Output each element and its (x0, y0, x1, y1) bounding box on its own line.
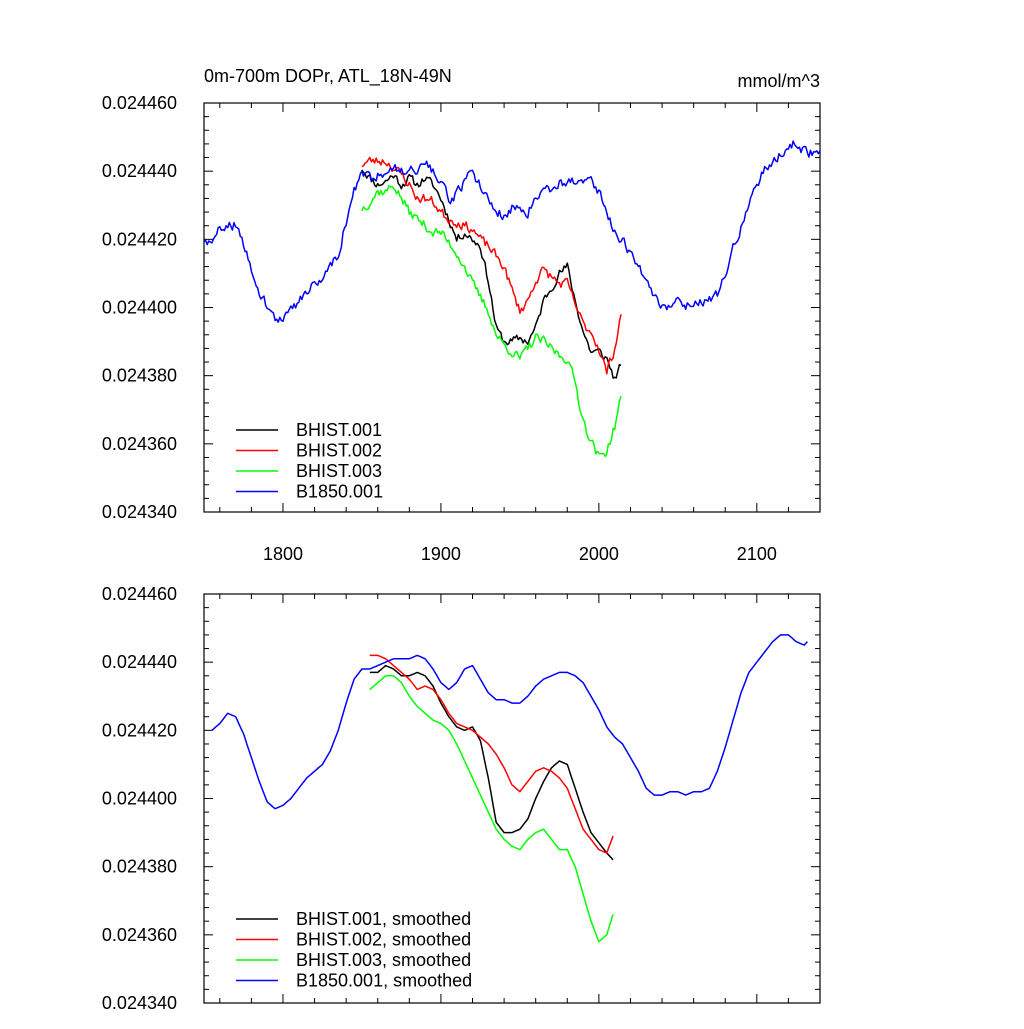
panel-raw: 0m-700m DOPr, ATL_18N-49N mmol/m^3 1800 1… (102, 66, 821, 564)
chart-title: 0m-700m DOPr, ATL_18N-49N (204, 66, 452, 87)
legend-label: BHIST.001 (296, 420, 382, 440)
legend-label: BHIST.003 (296, 461, 382, 481)
legend-label: BHIST.002, smoothed (296, 930, 471, 950)
y-tick-label: 0.024360 (102, 925, 177, 945)
y-tick-label: 0.024460 (102, 584, 177, 604)
series-line-b1850-001 (204, 140, 820, 323)
y-tick-label: 0.024460 (102, 93, 177, 113)
x-tick-label: 2000 (579, 544, 619, 564)
series-line-bhist-003 (361, 184, 622, 458)
x-tick-label: 2100 (737, 544, 777, 564)
legend-label: BHIST.001, smoothed (296, 909, 471, 929)
legend-label: BHIST.002 (296, 441, 382, 461)
units-label: mmol/m^3 (738, 71, 820, 91)
y-tick-label: 0.024440 (102, 652, 177, 672)
y-tick-label: 0.024360 (102, 434, 177, 454)
x-tick-label: 1900 (421, 544, 461, 564)
series-line-bhist-001-smoothed (369, 664, 614, 861)
legend-label: B1850.001, smoothed (296, 971, 472, 991)
y-tick-label: 0.024340 (102, 993, 177, 1013)
series-line-b1850-001-smoothed (211, 634, 808, 810)
y-tick-label: 0.024400 (102, 298, 177, 318)
y-tick-label: 0.024380 (102, 857, 177, 877)
series-line-bhist-003-smoothed (369, 675, 614, 943)
y-tick-label: 0.024420 (102, 720, 177, 740)
series-line-bhist-001 (361, 169, 622, 379)
panel-smoothed: 0.024340 0.024360 0.024380 0.024400 0.024420… (102, 584, 821, 1013)
y-tick-label: 0.024380 (102, 366, 177, 386)
x-tick-label: 1800 (263, 544, 303, 564)
series-line-bhist-002-smoothed (369, 654, 614, 854)
y-tick-label: 0.024440 (102, 161, 177, 181)
legend-label: BHIST.003, smoothed (296, 950, 471, 970)
y-tick-label: 0.024400 (102, 789, 177, 809)
y-tick-label: 0.024340 (102, 502, 177, 522)
series-line-bhist-002 (361, 156, 622, 375)
y-tick-label: 0.024420 (102, 229, 177, 249)
legend-label: B1850.001 (296, 482, 383, 502)
